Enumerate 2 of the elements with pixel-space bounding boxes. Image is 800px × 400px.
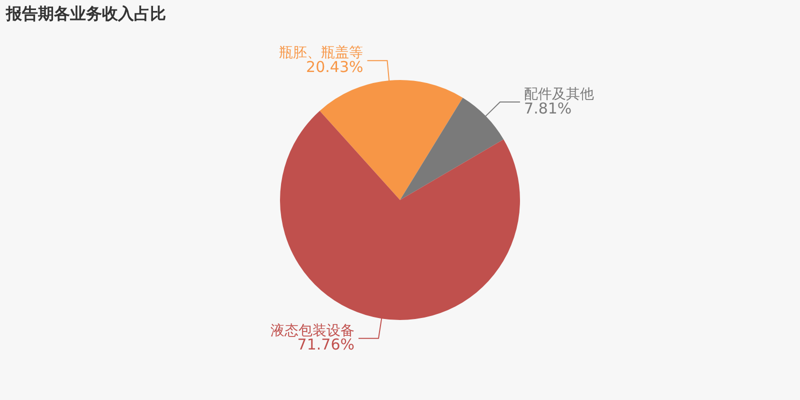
text: 报告期各业务收入占比 — [6, 4, 166, 25]
slice-label: 瓶胚、瓶盖等 — [279, 45, 364, 62]
